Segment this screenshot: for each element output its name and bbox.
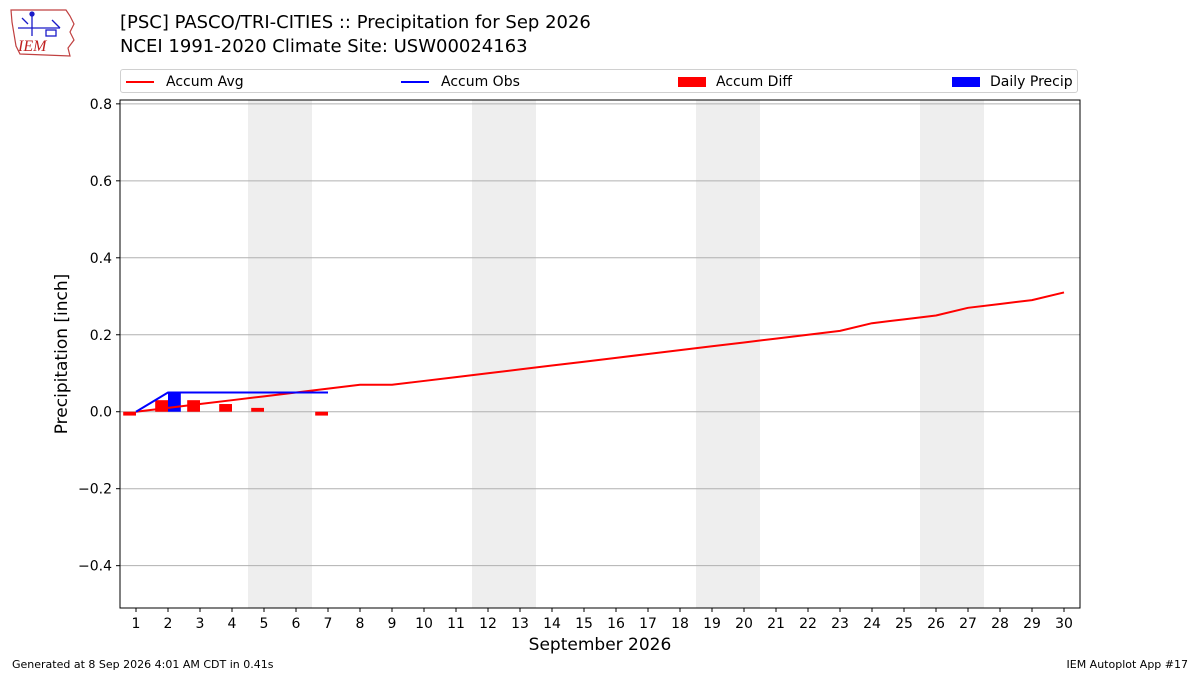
x-tick-label: 29: [1023, 616, 1041, 632]
legend-label-accum-diff: Accum Diff: [716, 74, 793, 90]
weekend-shade: [920, 100, 984, 608]
x-tick-label: 3: [196, 616, 205, 632]
legend-swatch-accum-avg: [126, 81, 154, 83]
x-tick-label: 12: [479, 616, 497, 632]
y-tick-label: 0.8: [90, 97, 112, 113]
x-tick-label: 22: [799, 616, 817, 632]
legend-item-daily-precip: Daily Precip: [952, 70, 1073, 94]
x-tick-label: 18: [671, 616, 689, 632]
x-tick-label: 13: [511, 616, 529, 632]
x-tick-label: 23: [831, 616, 849, 632]
x-tick-label: 11: [447, 616, 465, 632]
generated-timestamp: Generated at 8 Sep 2026 4:01 AM CDT in 0…: [12, 658, 274, 671]
y-tick-label: 0.4: [90, 251, 112, 267]
x-tick-label: 30: [1055, 616, 1073, 632]
y-tick-label: 0.0: [90, 405, 112, 421]
legend-swatch-accum-diff: [678, 77, 706, 87]
x-tick-label: 20: [735, 616, 753, 632]
x-tick-label: 7: [324, 616, 333, 632]
y-tick-label: 0.6: [90, 174, 112, 190]
legend-label-accum-avg: Accum Avg: [166, 74, 244, 90]
legend-item-accum-avg: Accum Avg: [126, 70, 244, 94]
legend: Accum Avg Accum Obs Accum Diff Daily Pre…: [120, 69, 1078, 93]
x-tick-label: 28: [991, 616, 1009, 632]
x-tick-label: 14: [543, 616, 561, 632]
legend-item-accum-obs: Accum Obs: [401, 70, 520, 94]
x-tick-label: 15: [575, 616, 593, 632]
logo-text: IEM: [17, 38, 48, 55]
weekend-shade: [472, 100, 536, 608]
iem-logo: IEM: [10, 9, 75, 57]
accum-diff-bar: [123, 411, 136, 416]
x-tick-label: 10: [415, 616, 433, 632]
plot-frame: [119, 99, 1081, 609]
y-axis-label: Precipitation [inch]: [52, 274, 72, 435]
x-tick-label: 19: [703, 616, 721, 632]
legend-label-accum-obs: Accum Obs: [441, 74, 520, 90]
app-label: IEM Autoplot App #17: [1066, 658, 1189, 671]
x-tick-label: 4: [228, 616, 237, 632]
accum-diff-bar: [315, 411, 328, 416]
legend-swatch-daily-precip: [952, 77, 980, 87]
chart-title: [PSC] PASCO/TRI-CITIES :: Precipitation …: [120, 12, 591, 33]
x-tick-label: 8: [356, 616, 365, 632]
y-tick-label: 0.2: [90, 328, 112, 344]
x-tick-label: 24: [863, 616, 881, 632]
legend-item-accum-diff: Accum Diff: [678, 70, 792, 94]
x-tick-label: 6: [292, 616, 301, 632]
accum-diff-bar: [219, 404, 232, 412]
y-tick-label: −0.4: [78, 559, 112, 575]
x-tick-label: 17: [639, 616, 657, 632]
accum-diff-bar: [155, 400, 168, 412]
x-tick-label: 25: [895, 616, 913, 632]
x-tick-label: 2: [164, 616, 173, 632]
x-tick-label: 16: [607, 616, 625, 632]
weekend-shade: [248, 100, 312, 608]
legend-swatch-accum-obs: [401, 81, 429, 83]
accum-diff-bar: [251, 407, 264, 412]
daily-precip-bar: [168, 392, 181, 412]
weather-station-icon: [18, 11, 61, 37]
legend-label-daily-precip: Daily Precip: [990, 74, 1073, 90]
accum-obs-line: [135, 391, 328, 413]
iowa-outline: [10, 9, 75, 57]
x-tick-label: 1: [132, 616, 141, 632]
weekend-shade: [696, 100, 760, 608]
x-tick-label: 5: [260, 616, 269, 632]
accum-diff-bar: [187, 400, 200, 412]
y-tick-label: −0.2: [78, 482, 112, 498]
x-tick-label: 9: [388, 616, 397, 632]
chart-subtitle: NCEI 1991-2020 Climate Site: USW00024163: [120, 36, 528, 57]
x-tick-label: 27: [959, 616, 977, 632]
x-tick-label: 26: [927, 616, 945, 632]
x-axis-label: September 2026: [529, 635, 672, 655]
x-tick-label: 21: [767, 616, 785, 632]
